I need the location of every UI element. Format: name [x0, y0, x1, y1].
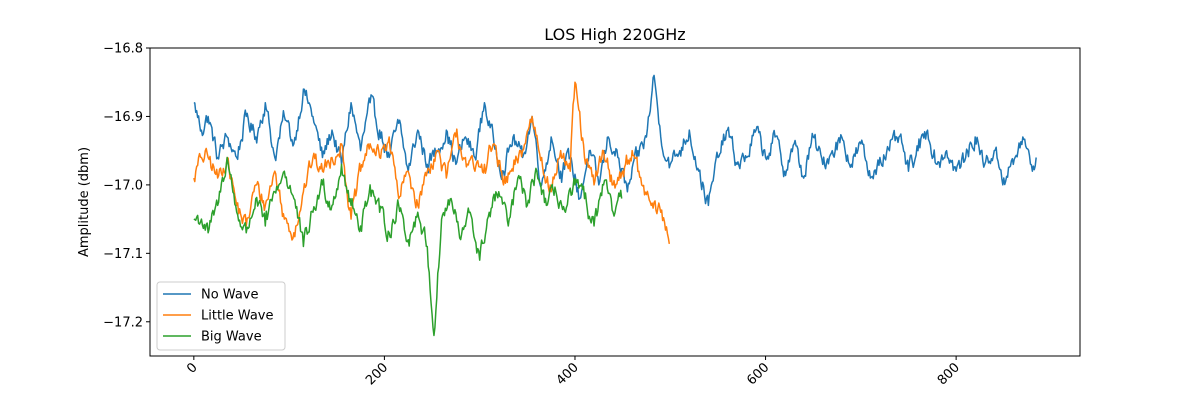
series-layer — [193, 74, 1037, 337]
y-tick-label: −17.0 — [103, 178, 143, 193]
legend-box — [156, 281, 286, 351]
legend: No Wave Little Wave Big Wave — [156, 281, 286, 351]
y-tick-label: −17.1 — [103, 247, 143, 262]
y-tick-label: −17.2 — [103, 315, 143, 330]
series-line-big-wave — [193, 156, 623, 337]
y-axis: −17.2 −17.1 −17.0 −16.9 −16.8 — [103, 42, 150, 330]
plot-frame — [149, 47, 1081, 357]
chart-title: LOS High 220GHz — [544, 25, 685, 44]
series-line-no-wave — [193, 74, 1037, 207]
y-tick-label: −16.9 — [103, 110, 143, 125]
legend-label: Little Wave — [201, 309, 273, 324]
legend-label: Big Wave — [201, 330, 262, 345]
y-axis-title: Amplitude (dbm) — [77, 147, 92, 257]
y-tick-label: −16.8 — [103, 42, 143, 57]
legend-label: No Wave — [201, 288, 259, 303]
series-line-little-wave — [193, 81, 671, 245]
